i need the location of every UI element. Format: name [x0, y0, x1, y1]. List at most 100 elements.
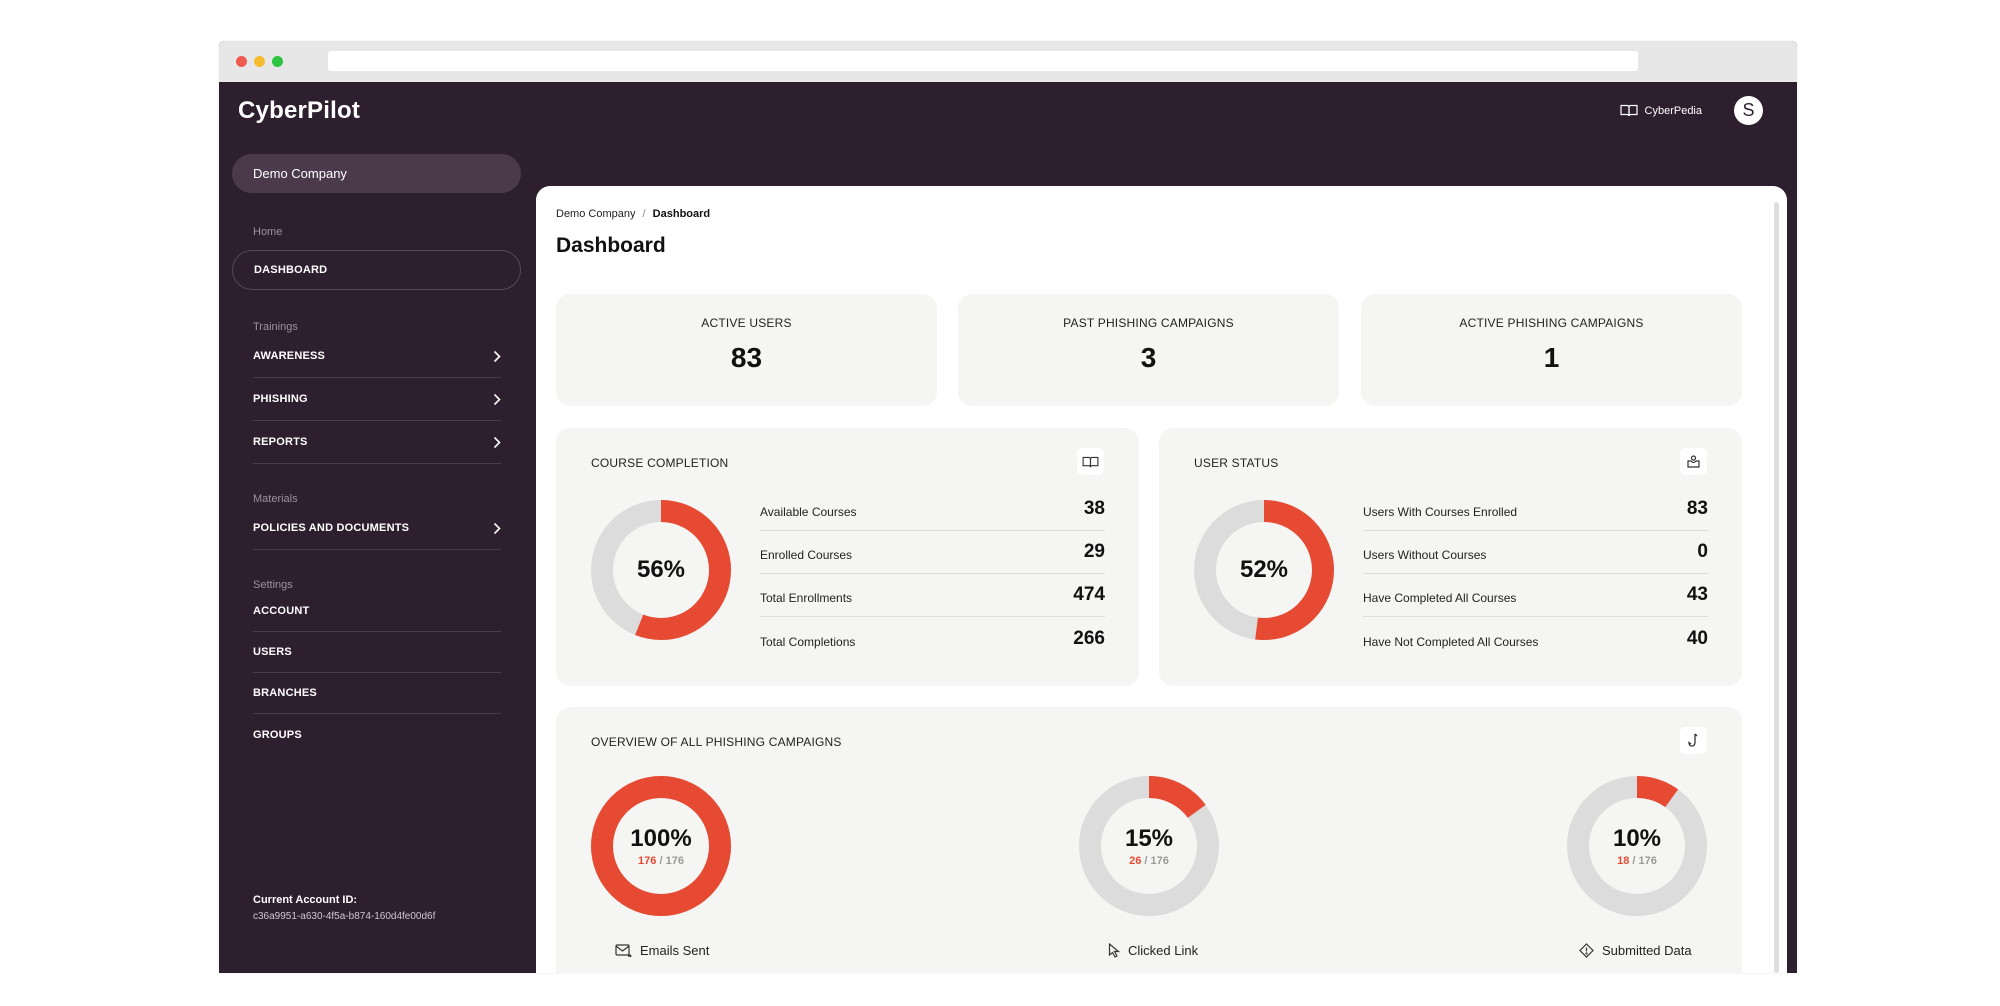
sidebar-item-users[interactable]: USERS	[253, 632, 501, 673]
user-status-donut: 52%	[1194, 500, 1334, 640]
stat-label: ACTIVE USERS	[701, 316, 792, 330]
sidebar-item-dashboard[interactable]: DASHBOARD	[232, 250, 521, 290]
cyberpedia-link[interactable]: CyberPedia	[1619, 104, 1702, 117]
stat-card-active-campaigns: ACTIVE PHISHING CAMPAIGNS 1	[1361, 294, 1742, 406]
list-item: Users With Courses Enrolled 83	[1363, 488, 1708, 531]
ratio-total: 176	[1638, 855, 1657, 867]
sidebar-item-phishing[interactable]: PHISHING	[253, 378, 501, 421]
card-title: OVERVIEW OF ALL PHISHING CAMPAIGNS	[591, 735, 842, 749]
section-label-settings: Settings	[253, 579, 293, 591]
ratio-separator: /	[1141, 855, 1151, 867]
sidebar-item-policies[interactable]: POLICIES AND DOCUMENTS	[253, 507, 501, 550]
card-title: USER STATUS	[1194, 456, 1279, 470]
ratio-hit: 26	[1129, 855, 1142, 867]
row-value: 474	[1073, 584, 1105, 605]
row-label: Total Completions	[760, 634, 856, 649]
card-icon-button[interactable]	[1680, 448, 1707, 475]
list-item: Users Without Courses 0	[1363, 531, 1708, 574]
card-icon-button[interactable]	[1680, 727, 1707, 754]
page-title: Dashboard	[556, 234, 666, 257]
donut-percent: 52%	[1239, 556, 1289, 583]
legend-label: Clicked Link	[1128, 943, 1199, 958]
company-selector[interactable]: Demo Company	[232, 154, 521, 193]
cyberpedia-label: CyberPedia	[1644, 104, 1702, 117]
donut-progress	[591, 500, 731, 640]
donut-chart	[1567, 776, 1707, 916]
breadcrumb-root[interactable]: Demo Company	[556, 208, 636, 220]
sidebar-item-label: AWARENESS	[253, 350, 326, 362]
maximize-window-button[interactable]	[272, 56, 283, 67]
emails-sent-donut: 100% 176 / 176	[591, 776, 731, 916]
donut-percent: 15%	[1124, 825, 1174, 852]
breadcrumb-current: Dashboard	[652, 208, 711, 220]
row-label: Enrolled Courses	[760, 548, 853, 562]
sidebar-item-reports[interactable]: REPORTS	[253, 421, 501, 464]
legend-label: Submitted Data	[1602, 943, 1692, 958]
main-content: Demo Company / Dashboard Dashboard ACTIV…	[536, 186, 1787, 973]
row-value: 0	[1697, 541, 1708, 562]
sidebar-item-account[interactable]: ACCOUNT	[253, 591, 501, 632]
ratio-separator: /	[656, 855, 666, 867]
breadcrumb-separator: /	[642, 208, 646, 220]
row-label: Have Not Completed All Courses	[1363, 634, 1539, 649]
section-label-trainings: Trainings	[253, 321, 298, 333]
section-label-materials: Materials	[253, 493, 298, 505]
address-bar[interactable]	[328, 51, 1638, 71]
ratio-hit: 176	[638, 855, 657, 867]
book-icon	[1082, 456, 1099, 467]
stat-label: ACTIVE PHISHING CAMPAIGNS	[1459, 316, 1644, 330]
donut-center: 10% 18 / 176	[1567, 776, 1707, 916]
logo[interactable]: CyberPilot	[238, 97, 361, 124]
warning-diamond-icon	[1579, 943, 1594, 958]
sidebar-item-groups[interactable]: GROUPS	[253, 728, 302, 741]
breadcrumb: Demo Company / Dashboard	[556, 208, 710, 220]
top-right-actions: CyberPedia S	[1619, 96, 1763, 125]
row-value: 29	[1083, 541, 1105, 562]
user-status-card: USER STATUS 52%	[1159, 428, 1742, 686]
avatar[interactable]: S	[1734, 96, 1763, 125]
donut-percent: 10%	[1612, 825, 1662, 852]
ratio-total: 176	[665, 855, 684, 867]
user-status-rows: Users With Courses Enrolled 83 Users With…	[1363, 488, 1708, 660]
sidebar-item-awareness[interactable]: AWARENESS	[253, 335, 501, 378]
scrollbar[interactable]	[1774, 202, 1779, 973]
account-id-value: c36a9951-a630-4f5a-b874-160d4fe00d6f	[253, 911, 436, 922]
row-value: 40	[1686, 627, 1708, 649]
chevron-right-icon	[493, 350, 501, 362]
sidebar-item-label: POLICIES AND DOCUMENTS	[253, 522, 410, 534]
chevron-right-icon	[493, 436, 501, 448]
row-label: Available Courses	[760, 505, 857, 519]
book-icon	[1619, 104, 1638, 117]
stat-value: 83	[730, 342, 763, 373]
legend-emails-sent: Emails Sent	[615, 943, 709, 958]
card-title: COURSE COMPLETION	[591, 456, 729, 470]
phishing-overview-card: OVERVIEW OF ALL PHISHING CAMPAIGNS 100% …	[556, 707, 1742, 973]
list-item: Available Courses 38	[760, 488, 1105, 531]
donut-chart	[1194, 500, 1334, 640]
ratio-separator: /	[1629, 855, 1639, 867]
legend-clicked-link: Clicked Link	[1108, 943, 1198, 958]
stat-value: 3	[1140, 342, 1157, 373]
mail-icon	[615, 944, 632, 957]
section-label-home: Home	[253, 226, 283, 238]
donut-chart	[591, 776, 731, 916]
row-label: Have Completed All Courses	[1363, 591, 1517, 605]
list-item: Total Enrollments 474	[760, 574, 1105, 617]
account-id-title: Current Account ID:	[253, 894, 358, 906]
close-window-button[interactable]	[236, 56, 247, 67]
stat-value: 1	[1543, 342, 1560, 373]
browser-window: CyberPilot CyberPedia S Demo Company Hom…	[219, 41, 1797, 973]
minimize-window-button[interactable]	[254, 56, 265, 67]
list-item: Total Completions 266	[760, 617, 1105, 660]
card-icon-button[interactable]	[1077, 448, 1104, 475]
browser-chrome	[219, 41, 1797, 82]
donut-progress	[591, 776, 731, 916]
cursor-icon	[1108, 943, 1120, 958]
donut-ratio: 176 / 176	[638, 855, 684, 867]
submitted-data-donut: 10% 18 / 176	[1567, 776, 1707, 916]
row-label: Users With Courses Enrolled	[1363, 505, 1518, 519]
chevron-right-icon	[493, 393, 501, 405]
ratio-total: 176	[1150, 855, 1169, 867]
stat-label: PAST PHISHING CAMPAIGNS	[1063, 316, 1234, 330]
sidebar-item-branches[interactable]: BRANCHES	[253, 673, 501, 714]
